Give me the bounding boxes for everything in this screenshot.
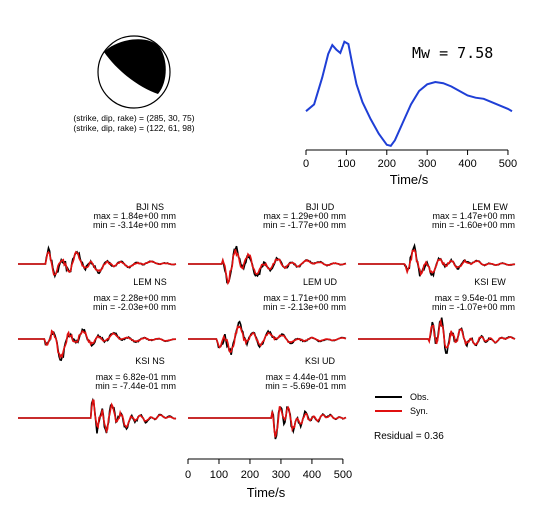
station-max: max = 1.84e+00 mm: [93, 211, 176, 221]
waveform-tick-label: 300: [272, 469, 290, 481]
waveform-tick-label: 500: [334, 469, 352, 481]
station-max: max = 4.44e-01 mm: [266, 372, 346, 382]
residual-label: Residual = 0.36: [374, 431, 444, 442]
syn-trace: [18, 329, 177, 360]
stf-tick-label: 100: [337, 158, 355, 170]
stf-tick-label: 200: [378, 158, 396, 170]
waveform-xlabel: Time/s: [247, 485, 286, 500]
syn-trace: [358, 248, 516, 277]
station-name: KSI NS: [135, 356, 165, 366]
station-max: max = 1.29e+00 mm: [263, 211, 346, 221]
stf-x-axis: 0 100 200 300 400 500: [303, 149, 517, 170]
station-max: max = 1.47e+00 mm: [432, 211, 515, 221]
waveform-tick-label: 400: [303, 469, 321, 481]
station-name: LEM UD: [303, 277, 338, 287]
stf-title: Mw = 7.58: [412, 44, 493, 62]
syn-trace: [358, 318, 516, 349]
focal-mechanism: [97, 35, 171, 109]
station-name: KSI EW: [474, 277, 506, 287]
waveform-tick-label: 0: [185, 469, 191, 481]
obs-trace: [188, 406, 347, 440]
waveform-x-axis: 0 100 200 300 400 500: [185, 458, 352, 481]
syn-trace: [188, 325, 346, 354]
station-name: BJI UD: [306, 202, 335, 212]
stf-tick-label: 400: [458, 158, 476, 170]
obs-trace: [358, 317, 516, 354]
syn-trace: [188, 405, 347, 438]
station-max: max = 6.82e-01 mm: [96, 372, 176, 382]
station-min: min = -7.44e-01 mm: [95, 381, 176, 391]
station-min: min = -1.77e+00 mm: [263, 220, 346, 230]
obs-trace: [358, 242, 516, 278]
stf-curve: [305, 40, 513, 148]
syn-trace: [18, 399, 177, 434]
station-min: min = -2.03e+00 mm: [93, 302, 176, 312]
syn-trace: [188, 249, 347, 286]
waveform-tick-label: 100: [210, 469, 228, 481]
stf-tick-label: 0: [303, 158, 309, 170]
station-min: min = -3.14e+00 mm: [93, 220, 176, 230]
station-name: LEM EW: [472, 202, 508, 212]
stf-tick-label: 300: [418, 158, 436, 170]
syn-trace: [18, 250, 177, 276]
station-max: max = 9.54e-01 mm: [435, 293, 515, 303]
station-max: max = 1.71e+00 mm: [263, 293, 346, 303]
station-min: min = -5.69e-01 mm: [265, 381, 346, 391]
waveform-tick-label: 200: [241, 469, 259, 481]
stf-xlabel: Time/s: [390, 172, 429, 187]
legend-syn-label: Syn.: [410, 406, 428, 416]
legend-obs-label: Obs.: [410, 392, 429, 402]
station-name: LEM NS: [133, 277, 167, 287]
beachball-compressional-quadrant: [104, 39, 166, 94]
station-name: BJI NS: [136, 202, 164, 212]
station-min: min = -2.13e+00 mm: [263, 302, 346, 312]
stf-tick-label: 500: [499, 158, 517, 170]
station-name: KSI UD: [305, 356, 336, 366]
station-max: max = 2.28e+00 mm: [93, 293, 176, 303]
focal-mechanism-line2: (strike, dip, rake) = (122, 61, 98): [73, 123, 194, 133]
station-min: min = -1.60e+00 mm: [432, 220, 515, 230]
station-min: min = -1.07e+00 mm: [432, 302, 515, 312]
legend: Obs. Syn.: [375, 392, 429, 416]
focal-mechanism-line1: (strike, dip, rake) = (285, 30, 75): [73, 113, 194, 123]
